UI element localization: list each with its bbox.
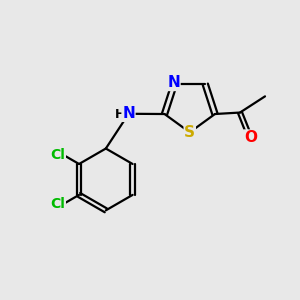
Text: N: N [167,75,180,90]
Text: H: H [116,108,126,121]
Text: Cl: Cl [50,148,65,162]
Text: Cl: Cl [50,197,65,211]
Text: N: N [122,106,135,121]
Text: S: S [184,125,195,140]
Text: O: O [244,130,257,145]
